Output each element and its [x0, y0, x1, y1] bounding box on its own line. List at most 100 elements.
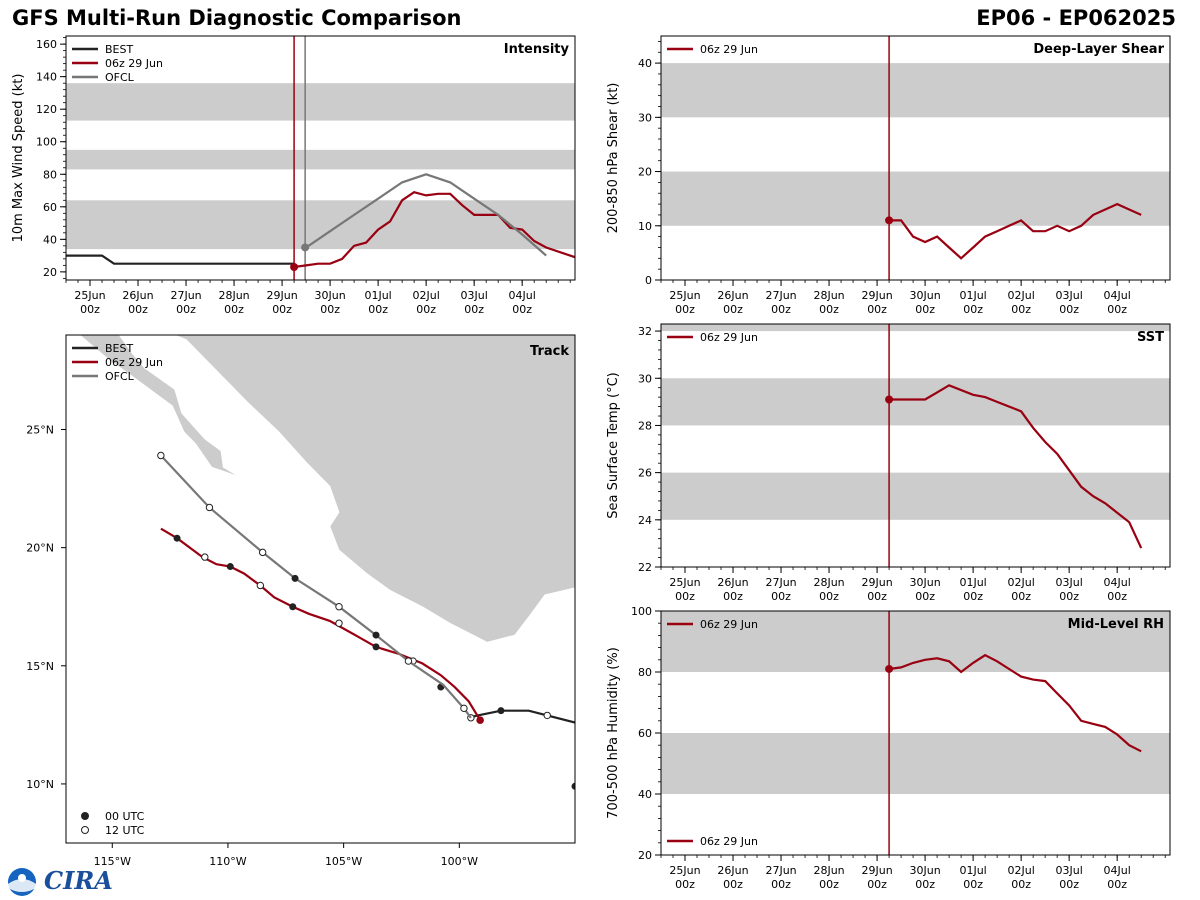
track-point-12utc: [404, 657, 413, 665]
shear-frame: [660, 35, 1171, 281]
shear-series-run: [889, 202, 1142, 260]
shear-x-tick-date: 26Jun: [717, 289, 748, 302]
track-point-00utc: [291, 574, 299, 582]
rh-y-tick-label: 40: [638, 788, 652, 801]
track-title: Track: [530, 344, 569, 359]
sst-frame: [660, 323, 1171, 568]
intensity-y-tick-label: 160: [36, 38, 57, 51]
shear-band-0: [661, 171, 1170, 226]
sst-legend-label: 06z 29 Jun: [700, 331, 758, 344]
track-line-ofcl: [160, 454, 472, 719]
shear-x-tick-date: 01Jul: [959, 289, 986, 302]
track-x-tick-label: 100°W: [441, 855, 478, 868]
intensity-legend-label: 06z 29 Jun: [105, 57, 163, 70]
shear-y-tick-label: 30: [638, 111, 652, 124]
track-point-00utc: [226, 563, 234, 571]
sst-band-0: [661, 472, 1170, 520]
rh-x-tick-hour: 00z: [1011, 878, 1031, 891]
mexico-land: [174, 335, 575, 643]
track-point-12utc: [335, 619, 343, 627]
sst-y-tick-label: 26: [638, 467, 652, 480]
rh-y-tick-label: 60: [638, 727, 652, 740]
sst-y-tick-label: 30: [638, 372, 652, 385]
rh-x-tick-date: 01Jul: [959, 864, 986, 877]
shear-x-tick-date: 03Jul: [1056, 289, 1083, 302]
rh-legend-label: 06z 29 Jun: [700, 835, 758, 848]
track-marker-legend-label: 00 UTC: [105, 810, 145, 823]
rh-x-tick-hour: 00z: [1107, 878, 1127, 891]
noaa-cira-logo: [8, 868, 36, 896]
sst-x-tick-date: 25Jun: [669, 576, 700, 589]
shear-y-tick-label: 20: [638, 166, 652, 179]
cira-logo-text: CIRA: [44, 866, 113, 895]
intensity-series-best: [66, 254, 295, 265]
shear-y-tick-label: 10: [638, 220, 652, 233]
intensity-y-tick-label: 40: [43, 233, 57, 246]
sst-x-tick-hour: 00z: [1059, 590, 1079, 603]
shear-x-tick-hour: 00z: [819, 303, 839, 316]
rh-legend-label: 06z 29 Jun: [700, 618, 758, 631]
shear-y-axis-label: 200-850 hPa Shear (kt): [606, 83, 621, 234]
sst-y-tick-label: 24: [638, 514, 652, 527]
intensity-legend-label: OFCL: [105, 71, 135, 84]
intensity-x-tick-date: 04Jul: [509, 289, 536, 302]
intensity-x-tick-date: 03Jul: [461, 289, 488, 302]
intensity-x-tick-hour: 00z: [416, 303, 436, 316]
sst-y-axis-label: Sea Surface Temp (°C): [606, 372, 621, 519]
sst-x-tick-hour: 00z: [819, 590, 839, 603]
intensity-x-tick-date: 02Jul: [413, 289, 440, 302]
intensity-x-tick-date: 25Jun: [74, 289, 105, 302]
track-line-best: [468, 709, 575, 724]
sst-x-tick-hour: 00z: [1107, 590, 1127, 603]
shear-x-tick-date: 04Jul: [1104, 289, 1131, 302]
shear-legend-label: 06z 29 Jun: [700, 43, 758, 56]
sst-x-tick-hour: 00z: [963, 590, 983, 603]
intensity-x-tick-date: 26Jun: [122, 289, 153, 302]
rh-first-point-run: [885, 664, 894, 673]
intensity-frame: [65, 35, 576, 281]
intensity-y-tick-label: 100: [36, 136, 57, 149]
rh-x-tick-hour: 00z: [963, 878, 983, 891]
shear-x-tick-date: 27Jun: [765, 289, 796, 302]
track-point-00utc: [571, 782, 575, 790]
intensity-x-tick-hour: 00z: [320, 303, 340, 316]
rh-x-tick-date: 28Jun: [813, 864, 844, 877]
track-y-tick-label: 15°N: [26, 660, 54, 673]
track-x-tick-label: 110°W: [209, 855, 246, 868]
intensity-x-tick-date: 01Jul: [364, 289, 391, 302]
sst-x-tick-hour: 00z: [675, 590, 695, 603]
shear-y-tick-label: 0: [645, 274, 652, 287]
track-run-start: [476, 716, 484, 724]
rh-band-0: [661, 733, 1170, 794]
intensity-series-ofcl: [305, 173, 547, 257]
track-point-12utc: [335, 603, 343, 611]
track-x-tick-label: 105°W: [325, 855, 362, 868]
track-point-12utc: [205, 503, 214, 512]
intensity-first-point-ofcl: [301, 243, 310, 252]
storm-id-title: EP06 - EP062025: [976, 6, 1176, 30]
rh-x-tick-date: 30Jun: [910, 864, 941, 877]
shear-x-tick-date: 29Jun: [861, 289, 892, 302]
intensity-x-tick-hour: 00z: [80, 303, 100, 316]
rh-x-tick-date: 03Jul: [1056, 864, 1083, 877]
sst-x-tick-date: 01Jul: [959, 576, 986, 589]
shear-x-tick-hour: 00z: [1107, 303, 1127, 316]
intensity-band-0: [66, 200, 575, 250]
intensity-panel: 20 40 60 80 100 120 140 160 10m Max Wind Speed (…: [11, 35, 576, 316]
intensity-legend-label: BEST: [105, 43, 133, 56]
track-marker-legend-symbol: [81, 826, 89, 834]
track-frame: [65, 334, 576, 844]
track-y-tick-label: 25°N: [26, 424, 54, 437]
shear-x-tick-hour: 00z: [723, 303, 743, 316]
track-point-12utc: [201, 553, 209, 561]
rh-x-tick-hour: 00z: [675, 878, 695, 891]
track-y-tick-label: 10°N: [26, 778, 54, 791]
sst-x-tick-date: 02Jul: [1008, 576, 1035, 589]
sst-x-tick-hour: 00z: [915, 590, 935, 603]
intensity-y-tick-label: 120: [36, 103, 57, 116]
rh-title: Mid-Level RH: [1068, 617, 1164, 632]
sst-band-1: [661, 378, 1170, 426]
